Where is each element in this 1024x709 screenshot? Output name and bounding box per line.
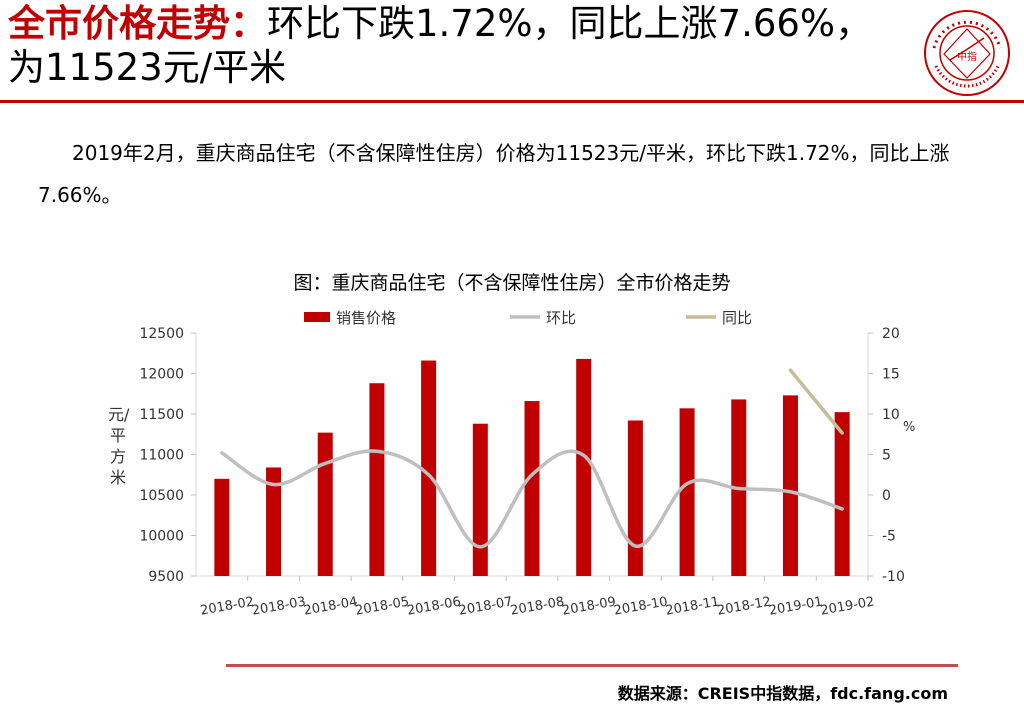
china-index-academy-logo: 中指 — [924, 10, 1010, 96]
bar-2019-01 — [782, 395, 798, 576]
y-tick-label: 10000 — [139, 529, 184, 545]
data-source: 数据来源：CREIS中指数据，fdc.fang.com — [617, 684, 948, 703]
x-tick-label: 2018-03 — [251, 594, 307, 618]
y-axis-label: 元/平方米 — [108, 405, 130, 487]
bar-2018-05 — [369, 383, 385, 576]
y-tick-label: 11500 — [139, 407, 184, 423]
title-highlight: 全市价格走势： — [8, 2, 267, 45]
bar-2018-06 — [421, 360, 437, 576]
series-line-环比 — [220, 449, 844, 549]
x-tick-label: 2018-04 — [303, 594, 359, 618]
bar-2018-08 — [524, 401, 540, 576]
bar-2018-10 — [627, 420, 643, 576]
series-line-同比 — [788, 368, 844, 435]
title-rest: 环比下跌1.72%，同比上涨7.66%，为11523元/平米 — [8, 2, 873, 89]
x-tick-label: 2018-06 — [406, 594, 462, 618]
bar-2018-07 — [472, 423, 488, 576]
bar-2019-02 — [834, 412, 850, 576]
y2-tick-label: 0 — [882, 488, 891, 504]
chart-title: 图：重庆商品住宅（不含保障性住房）全市价格走势 — [293, 272, 731, 294]
bar-2018-04 — [317, 432, 333, 576]
y-tick-label: 10500 — [139, 488, 184, 504]
x-tick-label: 2018-07 — [458, 594, 514, 618]
x-tick-label: 2019-02 — [819, 594, 875, 618]
x-tick-label: 2018-12 — [716, 594, 772, 618]
legend-label-同比: 同比 — [722, 309, 752, 327]
x-tick-label: 2018-09 — [561, 594, 617, 618]
y-tick-label: 12500 — [139, 326, 184, 342]
title-divider — [0, 100, 1024, 103]
y-tick-label: 11000 — [139, 448, 184, 464]
summary-text: 2019年2月，重庆商品住宅（不含保障性住房）价格为11523元/平米，环比下跌… — [38, 141, 950, 207]
logo-text: 中指 — [957, 50, 977, 63]
x-tick-label: 2018-08 — [509, 594, 565, 618]
bar-2018-11 — [679, 408, 695, 576]
x-tick-label: 2018-11 — [664, 594, 720, 618]
bar-2018-03 — [266, 467, 282, 576]
y2-tick-label: 5 — [882, 448, 891, 464]
y2-tick-label: 15 — [882, 367, 900, 383]
legend-label-销售价格: 销售价格 — [336, 309, 396, 327]
footer-divider — [226, 664, 958, 667]
bar-2018-09 — [576, 358, 592, 576]
legend-label-环比: 环比 — [546, 309, 576, 327]
y2-tick-label: -5 — [882, 529, 896, 545]
summary-paragraph: 2019年2月，重庆商品住宅（不含保障性住房）价格为11523元/平米，环比下跌… — [38, 132, 998, 216]
x-tick-label: 2018-05 — [354, 594, 410, 618]
y2-tick-label: -10 — [882, 569, 905, 585]
x-tick-label: 2018-02 — [199, 594, 255, 618]
x-tick-label: 2018-10 — [613, 594, 669, 618]
y2-tick-label: 20 — [882, 326, 900, 342]
x-tick-label: 2019-01 — [768, 594, 824, 618]
legend-swatch-销售价格 — [304, 312, 330, 322]
bar-2018-02 — [214, 478, 230, 576]
page-title: 全市价格走势：环比下跌1.72%，同比上涨7.66%，为11523元/平米 — [8, 2, 908, 90]
y-tick-label: 12000 — [139, 367, 184, 383]
y2-tick-label: 10 — [882, 407, 900, 423]
y-tick-label: 9500 — [148, 569, 184, 585]
y2-axis-label: % — [903, 420, 916, 435]
